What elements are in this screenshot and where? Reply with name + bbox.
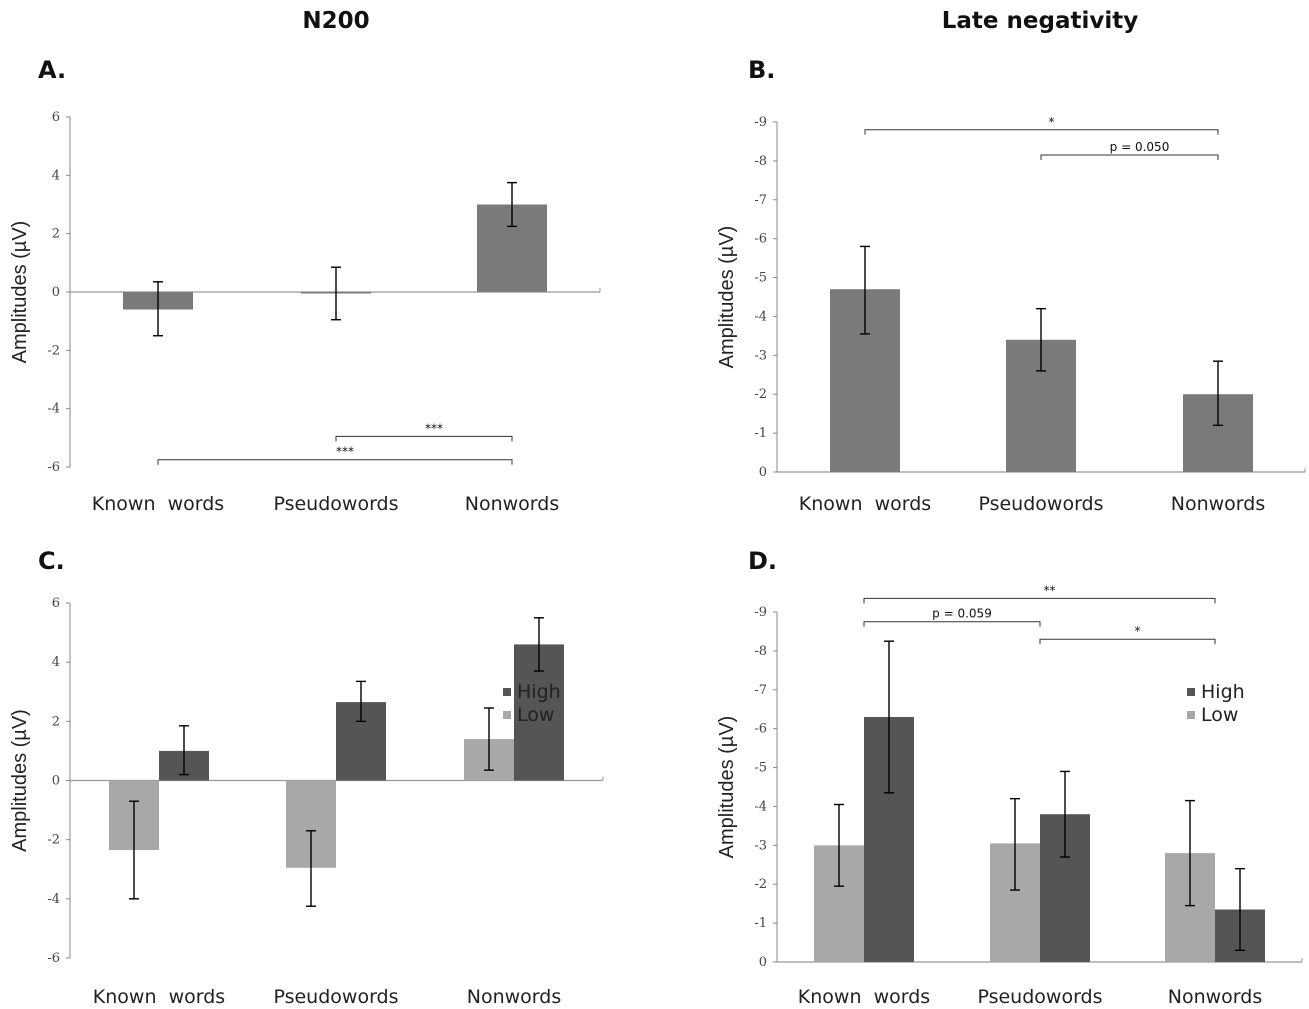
significance-bracket bbox=[335, 435, 513, 442]
y-tick-label: 2 bbox=[52, 714, 60, 729]
y-tick-label: -7 bbox=[754, 193, 767, 208]
significance-bracket bbox=[863, 597, 1216, 604]
significance-label: * bbox=[1135, 624, 1141, 638]
y-tick-label: -4 bbox=[47, 892, 60, 907]
column-title-late-negativity: Late negativity bbox=[941, 8, 1139, 34]
legend-swatch bbox=[503, 688, 511, 696]
category-label: Nonwords bbox=[1168, 986, 1262, 1008]
legend-swatch bbox=[1187, 711, 1195, 719]
y-tick-label: 0 bbox=[759, 955, 767, 970]
legend-swatch bbox=[1187, 688, 1195, 696]
y-tick-label: 4 bbox=[52, 655, 60, 670]
chart-panel-c: -6 -4 -2 0 2 4 6 Amplitudes (µV) Known words Pseu… bbox=[9, 596, 604, 1008]
category-label: Nonwords bbox=[1171, 493, 1265, 515]
y-tick-label: -4 bbox=[754, 309, 767, 324]
y-axis-label: Amplitudes (µV) bbox=[716, 716, 738, 859]
y-tick-label: -2 bbox=[754, 877, 767, 892]
chart-panel-b: -9 -8 -7 -6 -5 -4 -3 -2 -1 0 Amplitudes (µV) Known … bbox=[716, 115, 1306, 515]
category-label: Known words bbox=[799, 493, 931, 515]
y-tick-label: -3 bbox=[754, 838, 767, 853]
legend-label: High bbox=[517, 681, 561, 703]
y-tick-label: -7 bbox=[754, 683, 767, 698]
y-tick-label: -6 bbox=[47, 460, 60, 475]
significance-bracket bbox=[1040, 154, 1219, 161]
y-tick-label: -9 bbox=[754, 115, 767, 130]
chart-panel-d: -9 -8 -7 -6 -5 -4 -3 -2 -1 0 Amplitudes (µV) Known … bbox=[716, 583, 1303, 1008]
significance-bracket bbox=[157, 459, 513, 465]
y-tick-label: 6 bbox=[52, 110, 60, 125]
significance-label: p = 0.059 bbox=[932, 607, 992, 621]
y-tick-label: 0 bbox=[759, 465, 767, 480]
significance-label: ** bbox=[1044, 583, 1056, 597]
category-label: Pseudowords bbox=[978, 493, 1103, 515]
legend-label: Low bbox=[1201, 704, 1238, 726]
y-axis-label: Amplitudes (µV) bbox=[9, 709, 31, 852]
y-tick-label: -1 bbox=[754, 426, 767, 441]
column-title-n200: N200 bbox=[302, 8, 370, 34]
panel-label-d: D. bbox=[748, 547, 778, 575]
significance-bracket bbox=[1039, 638, 1216, 645]
y-tick-label: 4 bbox=[52, 168, 60, 183]
panel-label-a: A. bbox=[38, 56, 67, 84]
y-tick-label: -5 bbox=[754, 271, 767, 286]
legend-label: Low bbox=[517, 704, 554, 726]
category-label: Known words bbox=[798, 986, 930, 1008]
y-tick-label: 0 bbox=[52, 285, 60, 300]
significance-bracket bbox=[864, 129, 1219, 135]
category-label: Pseudowords bbox=[273, 493, 398, 515]
y-tick-label: -4 bbox=[47, 402, 60, 417]
y-tick-label: -2 bbox=[47, 343, 60, 358]
y-tick-label: 0 bbox=[52, 774, 60, 789]
category-label: Nonwords bbox=[465, 493, 559, 515]
y-tick-label: -6 bbox=[754, 722, 767, 737]
legend-label: High bbox=[1201, 681, 1245, 703]
y-tick-label: -1 bbox=[754, 916, 767, 931]
significance-label: * bbox=[1049, 115, 1055, 129]
y-tick-label: -3 bbox=[754, 348, 767, 363]
y-tick-label: -8 bbox=[754, 644, 767, 659]
y-tick-label: -2 bbox=[754, 387, 767, 402]
y-tick-label: 2 bbox=[52, 227, 60, 242]
y-tick-label: -8 bbox=[754, 154, 767, 169]
category-label: Pseudowords bbox=[977, 986, 1102, 1008]
panel-label-b: B. bbox=[748, 56, 776, 84]
significance-label: *** bbox=[336, 445, 354, 459]
panel-label-c: C. bbox=[38, 547, 65, 575]
y-tick-label: -2 bbox=[47, 833, 60, 848]
significance-label: *** bbox=[425, 421, 443, 435]
category-label: Nonwords bbox=[467, 986, 561, 1008]
legend-swatch bbox=[503, 711, 511, 719]
y-axis-label: Amplitudes (µV) bbox=[9, 221, 31, 364]
y-tick-label: -6 bbox=[754, 232, 767, 247]
chart-panel-a: -6 -4 -2 0 2 4 6 Amplitudes (µV) Known words Pseu… bbox=[9, 110, 601, 515]
category-label: Pseudowords bbox=[273, 986, 398, 1008]
y-tick-label: 6 bbox=[52, 596, 60, 611]
category-label: Known words bbox=[92, 493, 224, 515]
y-tick-label: -4 bbox=[754, 799, 767, 814]
significance-bracket bbox=[863, 621, 1041, 627]
y-axis-label: Amplitudes (µV) bbox=[716, 226, 738, 369]
y-tick-label: -6 bbox=[47, 951, 60, 966]
significance-label: p = 0.050 bbox=[1110, 140, 1170, 154]
y-tick-label: -5 bbox=[754, 761, 767, 776]
category-label: Known words bbox=[93, 986, 225, 1008]
y-tick-label: -9 bbox=[754, 605, 767, 620]
